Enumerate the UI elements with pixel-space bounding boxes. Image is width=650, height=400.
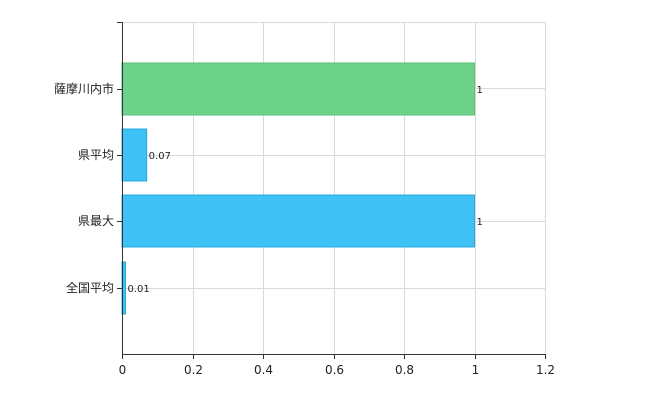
x-tick-label-0: 0 (119, 363, 127, 377)
axes (117, 22, 546, 359)
x-tick-label-1: 0.2 (184, 363, 203, 377)
labels: 1 薩摩川内市 0.07 県平均 1 県最大 0.01 全国平均 0 0.2 0.4 0.6 0.8 1 1… (54, 81, 555, 377)
x-tick-label-5: 1 (472, 363, 480, 377)
x-tick-label-2: 0.4 (254, 363, 273, 377)
bars (121, 62, 475, 315)
x-tick-label-4: 0.8 (395, 363, 414, 377)
data-label-2: 1 (477, 217, 483, 228)
bar-2 (121, 194, 475, 248)
data-label-1: 0.07 (149, 151, 171, 162)
category-label-0: 薩摩川内市 (54, 81, 114, 96)
x-tick-label-3: 0.6 (325, 363, 344, 377)
x-tick-label-6: 1.2 (536, 363, 555, 377)
data-label-0: 1 (477, 85, 483, 96)
category-label-1: 県平均 (78, 148, 114, 162)
bar-0 (121, 62, 475, 116)
category-label-2: 県最大 (78, 214, 114, 228)
bar-1 (121, 128, 148, 182)
category-label-3: 全国平均 (66, 280, 114, 295)
data-label-3: 0.01 (128, 284, 150, 295)
